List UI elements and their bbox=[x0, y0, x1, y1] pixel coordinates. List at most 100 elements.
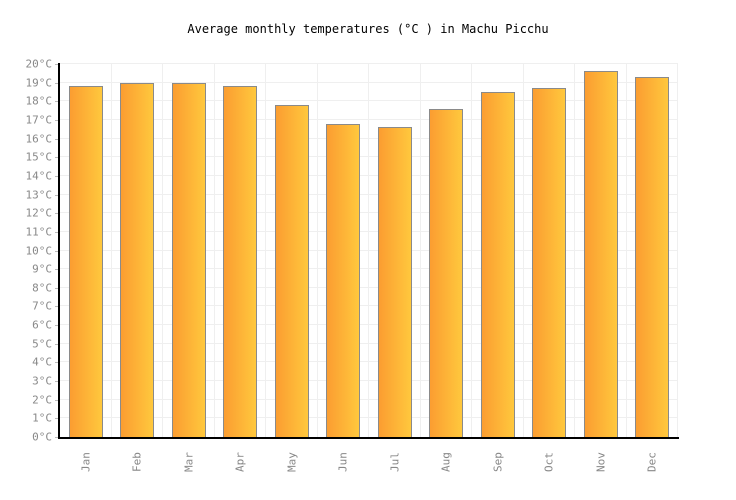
y-axis-tick bbox=[55, 306, 59, 308]
horizontal-gridline bbox=[60, 398, 678, 400]
y-axis-tick bbox=[55, 175, 59, 177]
y-axis-label: 13°C bbox=[25, 188, 53, 202]
y-axis-label: 9°C bbox=[32, 262, 52, 276]
vertical-gridline bbox=[162, 64, 163, 437]
y-axis-tick bbox=[55, 64, 59, 65]
y-axis-label: 17°C bbox=[25, 113, 53, 127]
y-axis-label: 11°C bbox=[25, 225, 53, 239]
bar-jul bbox=[377, 127, 412, 437]
horizontal-gridline bbox=[60, 342, 678, 344]
x-axis-label-jul: Jul bbox=[388, 452, 402, 472]
horizontal-gridline bbox=[60, 324, 678, 326]
plot-area bbox=[60, 63, 678, 437]
y-axis-tick bbox=[55, 231, 59, 233]
y-axis-label: 18°C bbox=[25, 94, 53, 108]
y-axis-label: 8°C bbox=[32, 281, 52, 295]
bar-mar bbox=[171, 82, 206, 437]
bar-apr bbox=[223, 86, 258, 437]
horizontal-gridline bbox=[60, 380, 678, 382]
horizontal-gridline bbox=[60, 193, 678, 195]
y-axis-label: 20°C bbox=[25, 57, 53, 71]
x-axis-label-nov: Nov bbox=[594, 452, 608, 472]
horizontal-gridline bbox=[60, 249, 678, 251]
x-axis-label-may: May bbox=[285, 452, 299, 472]
horizontal-gridline bbox=[60, 268, 678, 270]
y-axis-tick bbox=[55, 362, 59, 364]
y-axis-label: 6°C bbox=[32, 318, 52, 332]
y-axis-tick bbox=[55, 269, 59, 271]
y-axis-line bbox=[58, 63, 60, 439]
x-axis-line bbox=[58, 437, 679, 439]
y-axis-tick bbox=[55, 287, 59, 289]
horizontal-gridline bbox=[60, 174, 678, 176]
horizontal-gridline bbox=[60, 118, 678, 120]
x-axis-label-feb: Feb bbox=[130, 452, 144, 472]
horizontal-gridline bbox=[60, 63, 678, 64]
y-axis-label: 3°C bbox=[32, 374, 52, 388]
bar-dec bbox=[635, 77, 670, 437]
horizontal-gridline bbox=[60, 100, 678, 102]
y-axis-tick bbox=[55, 418, 59, 420]
bar-oct bbox=[532, 88, 567, 437]
vertical-gridline bbox=[213, 64, 215, 437]
y-axis-tick bbox=[55, 381, 59, 383]
bar-feb bbox=[120, 82, 155, 437]
y-axis-label: 2°C bbox=[32, 393, 52, 407]
y-axis-label: 0°C bbox=[32, 430, 52, 444]
y-axis-tick bbox=[55, 194, 59, 196]
y-axis-tick-labels: 20°C 19°C 18°C 17°C 16°C 15°C 14°C 13°C 12°C 11°C… bbox=[0, 58, 59, 444]
x-axis-label-sep: Sep bbox=[491, 452, 505, 472]
vertical-gridline bbox=[419, 64, 421, 437]
x-axis-label-jan: Jan bbox=[79, 452, 93, 472]
horizontal-gridline bbox=[60, 137, 678, 139]
horizontal-gridline bbox=[60, 230, 678, 232]
chart-title: Average monthly temperatures (°C ) in Ma… bbox=[187, 22, 549, 36]
y-axis-tick bbox=[55, 82, 59, 84]
y-axis-tick bbox=[55, 138, 59, 140]
y-axis-tick bbox=[55, 213, 59, 215]
y-axis-label: 15°C bbox=[25, 150, 53, 164]
bar-may bbox=[274, 105, 309, 437]
y-axis-tick bbox=[55, 343, 59, 345]
y-axis-tick bbox=[55, 437, 59, 438]
horizontal-gridline bbox=[60, 417, 678, 419]
bar-nov bbox=[583, 71, 618, 437]
y-axis-label: 16°C bbox=[25, 132, 53, 146]
y-axis-tick bbox=[55, 101, 59, 103]
horizontal-gridline bbox=[60, 81, 678, 83]
x-axis-label-dec: Dec bbox=[645, 452, 659, 472]
vertical-gridline bbox=[522, 64, 524, 437]
vertical-gridline bbox=[574, 64, 575, 437]
vertical-gridline bbox=[625, 64, 627, 437]
vertical-gridline bbox=[316, 64, 318, 437]
y-axis-tick bbox=[55, 119, 59, 121]
horizontal-gridline bbox=[60, 156, 678, 158]
bar-sep bbox=[480, 91, 515, 437]
x-axis-label-mar: Mar bbox=[182, 452, 196, 472]
vertical-gridline bbox=[471, 64, 472, 437]
y-axis-label: 12°C bbox=[25, 206, 53, 220]
y-axis-tick bbox=[55, 157, 59, 159]
y-axis-label: 5°C bbox=[32, 337, 52, 351]
x-axis-label-jun: Jun bbox=[336, 452, 350, 472]
y-axis-label: 7°C bbox=[32, 299, 52, 313]
y-axis-tick bbox=[55, 399, 59, 401]
y-axis-label: 10°C bbox=[25, 244, 53, 257]
y-axis-label: 19°C bbox=[25, 76, 53, 90]
bar-jan bbox=[68, 86, 103, 437]
vertical-gridline bbox=[265, 64, 266, 437]
horizontal-gridline bbox=[60, 305, 678, 307]
horizontal-gridline bbox=[60, 212, 678, 214]
horizontal-gridline bbox=[60, 286, 678, 288]
x-axis-label-apr: Apr bbox=[233, 452, 247, 472]
x-axis-label-aug: Aug bbox=[439, 452, 453, 472]
vertical-gridline bbox=[368, 64, 369, 437]
y-axis-tick bbox=[55, 250, 59, 252]
bar-aug bbox=[429, 108, 464, 437]
y-axis-label: 14°C bbox=[25, 169, 53, 183]
x-axis-tick-labels: Jan Feb Mar Apr May Jun Jul Aug Sep Oct Nov Dec bbox=[60, 439, 678, 499]
bar-jun bbox=[326, 123, 361, 437]
y-axis-tick bbox=[55, 325, 59, 327]
vertical-gridline bbox=[110, 64, 112, 437]
